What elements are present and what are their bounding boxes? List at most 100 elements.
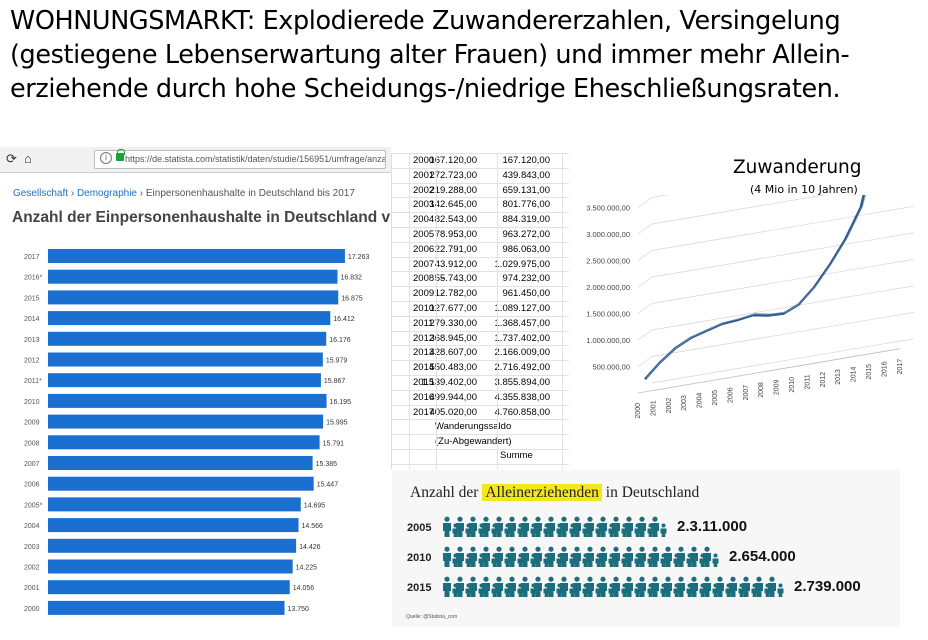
table-cell-saldo: 499.944,00 — [429, 391, 477, 403]
bar-value-label: 15.995 — [326, 420, 348, 427]
lock-icon — [116, 149, 125, 161]
einpersonenhaushalte-bar-chart: 2017 17.263 2016* 16.832 2015 16.875 2014 16.41… — [24, 249, 369, 615]
table-cell-year: 2013 — [413, 347, 435, 359]
bar[interactable] — [48, 373, 321, 388]
url-text: https://de.statista.com/statistik/daten/… — [125, 154, 386, 164]
table-row: 2009-12.782,00 961.450,00 — [392, 287, 562, 302]
wanderungssaldo-table: 2000 167.120,00 167.120,00 2001 272.723,00 43… — [391, 153, 569, 469]
table-cell-year: 2000 — [413, 155, 435, 166]
bar-value-label: 14.566 — [302, 523, 324, 530]
gridline — [651, 258, 914, 304]
label-wanderungssaldo: Wanderungssaldo — [435, 421, 512, 432]
bar-value-label: 14.426 — [299, 544, 321, 551]
table-cell-saldo: 82.543,00 — [434, 214, 477, 226]
home-icon[interactable]: ⌂ — [24, 151, 32, 166]
table-cell-year: 2017 — [413, 406, 435, 418]
parent-child-icon — [520, 516, 538, 543]
gridline — [637, 276, 653, 288]
breadcrumb-demographie[interactable]: Demographie — [76, 188, 137, 199]
x-tick-label: 2017 — [897, 359, 904, 375]
table-row: 2011 279.330,00 1.368.457,00 — [392, 317, 562, 332]
bar[interactable] — [48, 580, 290, 595]
x-tick-label: 2003 — [681, 395, 688, 411]
table-cell-saldo: 550.483,00 — [429, 362, 477, 374]
alleinerziehende-row: 2010 2.654.000 — [392, 546, 900, 570]
parent-child-icon — [572, 516, 590, 543]
table-gridline — [392, 463, 569, 465]
info-icon[interactable]: i — [100, 152, 112, 164]
table-row: 2014 550.483,00 2.716.492,00 — [392, 361, 562, 376]
table-gridline — [392, 434, 569, 436]
x-tick-label: 2005 — [712, 390, 719, 406]
bar[interactable] — [48, 476, 314, 491]
alleinerziehende-title: Anzahl der Alleinerziehenden in Deutschl… — [410, 484, 699, 502]
gridline — [637, 303, 653, 314]
x-tick-label: 2016 — [881, 361, 888, 377]
gridline — [637, 250, 653, 261]
bar[interactable] — [48, 331, 327, 346]
bar[interactable] — [48, 249, 345, 263]
table-cell-saldo: 167.120,00 — [429, 155, 477, 166]
breadcrumb-gesellschaft[interactable]: Gesellschaft — [13, 188, 69, 199]
bar[interactable] — [48, 352, 323, 367]
bar[interactable] — [48, 435, 320, 450]
table-cell-sum: 986.063,00 — [502, 243, 550, 255]
bar[interactable] — [48, 290, 339, 305]
bar[interactable] — [48, 497, 301, 512]
bar-value-label: 16.195 — [330, 399, 352, 406]
bar-value-label: 14.225 — [296, 565, 318, 572]
table-cell-year: 2011 — [413, 317, 434, 329]
table-row: 2012 368.945,00 1.737.402,00 — [392, 332, 562, 347]
bar[interactable] — [48, 559, 293, 574]
bar[interactable] — [48, 393, 327, 408]
zuwanderung-series-line[interactable] — [644, 195, 907, 380]
statista-browser-panel: ⟳ ⌂ https://de.statista.com/statistik/da… — [0, 147, 391, 640]
table-cell-year: 2007 — [413, 258, 435, 270]
bar[interactable] — [48, 456, 313, 470]
ae-value-label: 2.3.11.000 — [677, 518, 748, 535]
table-cell-minus: - — [441, 273, 445, 285]
parent-child-icon — [494, 576, 512, 603]
gridline — [651, 232, 914, 278]
reload-icon[interactable]: ⟳ — [6, 151, 17, 166]
url-bar[interactable]: https://de.statista.com/statistik/daten/… — [94, 150, 386, 169]
table-gridline — [392, 360, 569, 362]
table-gridline — [392, 212, 569, 214]
bar[interactable] — [48, 269, 338, 284]
bar[interactable] — [48, 538, 297, 553]
table-row: 2004 82.543,00 884.319,00 — [392, 213, 562, 228]
x-tick-label: 2000 — [635, 403, 642, 419]
table-row: 2013 428.607,00 2.166.009,00 — [392, 346, 562, 361]
parent-child-icon — [559, 516, 577, 543]
bar-category-label: 2012 — [24, 358, 40, 365]
bar-category-label: 2006 — [24, 482, 40, 489]
bar[interactable] — [48, 518, 299, 533]
bar-value-label: 16.875 — [341, 295, 363, 302]
table-row: 2006 22.791,00 986.063,00 — [392, 243, 562, 258]
x-tick-label: 2012 — [820, 372, 827, 388]
x-tick-label: 2006 — [727, 387, 734, 403]
bar[interactable] — [48, 600, 285, 615]
table-gridline — [392, 271, 569, 273]
zuwanderung-subtitle: (4 Mio in 10 Jahren) — [750, 183, 858, 196]
table-cell-saldo: 428.607,00 — [429, 347, 477, 359]
table-cell-sum: 167.120,00 — [502, 155, 550, 166]
ae-title-highlight: Alleinerziehenden — [482, 484, 602, 501]
ae-value-label: 2.654.000 — [729, 548, 796, 565]
table-gridline — [392, 330, 569, 332]
parent-child-icon — [611, 516, 629, 543]
table-gridline — [497, 153, 498, 469]
bar[interactable] — [48, 311, 331, 326]
table-gridline — [392, 449, 569, 450]
table-cell-saldo: 55.743,00 — [434, 273, 477, 285]
table-cell-saldo: 279.330,00 — [429, 317, 477, 329]
bar-category-label: 2017 — [24, 254, 40, 261]
gridline — [637, 223, 653, 235]
gridline — [637, 329, 653, 341]
zuwanderung-title: Zuwanderung — [733, 157, 862, 178]
gridline — [651, 195, 826, 225]
label-zu-abgewandert: (Zu-Abgewandert) — [435, 436, 512, 447]
gridline — [637, 356, 653, 367]
bar-category-label: 2001 — [24, 585, 40, 592]
bar[interactable] — [48, 414, 324, 429]
